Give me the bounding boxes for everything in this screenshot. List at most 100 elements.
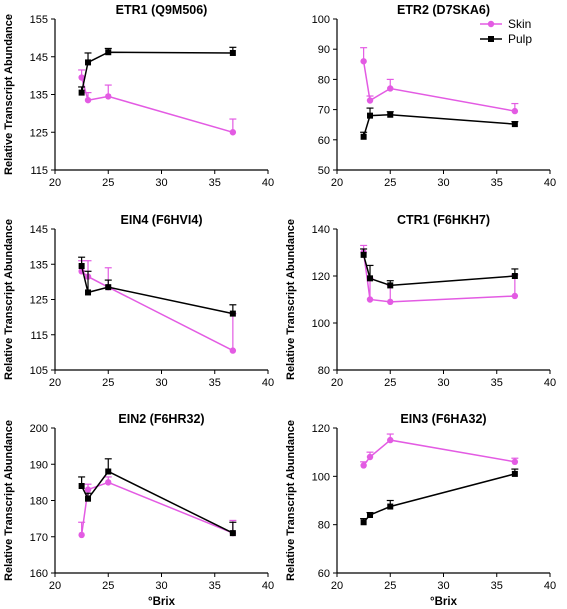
chart-panel: EIN4 (F6HVI4) Relative Transcript Abundan… [3, 213, 274, 389]
chart-title: EIN4 (F6HVI4) [121, 213, 203, 227]
y-axis-label: Relative Transcript Abundance [285, 420, 297, 581]
y-tick-label: 190 [30, 459, 48, 471]
data-point [360, 519, 367, 526]
x-tick-label: 35 [491, 177, 503, 189]
chart-panel: ETR2 (D7SKA6) 50 60 70 80 90 100 20 25 30 35 40 Skin… [312, 3, 556, 189]
y-axis-label: Relative Transcript Abundance [3, 219, 15, 380]
y-tick-label: 200 [30, 423, 48, 435]
y-tick-label: 145 [30, 224, 48, 236]
x-tick-label: 25 [102, 377, 114, 389]
chart-title: ETR1 (Q9M506) [116, 3, 208, 17]
data-point [78, 531, 85, 539]
data-point [105, 93, 112, 100]
data-point [85, 289, 92, 296]
x-tick-label: 25 [384, 177, 396, 189]
data-point [511, 107, 519, 115]
data-point [387, 282, 394, 289]
y-tick-label: 125 [30, 127, 48, 139]
data-point [360, 462, 367, 469]
data-point [78, 263, 85, 270]
series-line [80, 470, 234, 534]
series-pulp [78, 256, 237, 317]
chart-title: ETR2 (D7SKA6) [397, 3, 490, 17]
y-tick-label: 170 [30, 532, 48, 544]
y-tick-label: 100 [312, 471, 330, 483]
y-tick-label: 125 [30, 295, 48, 307]
x-tick-label: 20 [49, 177, 61, 189]
chart-panel: EIN3 (F6HA32) Relative Transcript Abundan… [285, 412, 556, 608]
x-tick-label: 30 [437, 580, 449, 592]
y-tick-label: 60 [318, 135, 330, 147]
y-tick-label: 60 [318, 568, 330, 580]
legend-label: Pulp [508, 32, 532, 46]
x-axis-label: °Brix [148, 596, 176, 608]
x-tick-label: 30 [437, 177, 449, 189]
x-tick-label: 40 [544, 580, 556, 592]
series-line [363, 473, 516, 523]
y-tick-label: 80 [318, 365, 330, 377]
y-tick-label: 140 [312, 224, 330, 236]
chart-panel: CTR1 (F6HKH7) Relative Transcript Abundan… [285, 213, 556, 389]
chart-title: CTR1 (F6HKH7) [397, 213, 490, 227]
y-tick-label: 145 [30, 52, 48, 64]
y-axis-label: Relative Transcript Abundance [3, 420, 15, 581]
data-point [511, 458, 519, 466]
y-tick-label: 120 [312, 271, 330, 283]
x-tick-label: 35 [209, 177, 221, 189]
data-point [84, 486, 92, 493]
y-tick-label: 160 [30, 568, 48, 580]
x-tick-label: 30 [155, 177, 167, 189]
series-skin [78, 69, 237, 136]
y-tick-label: 120 [312, 423, 330, 435]
series-line [80, 265, 234, 315]
data-point [387, 111, 394, 118]
series-line [363, 439, 516, 466]
series-pulp [78, 458, 237, 537]
data-point [85, 59, 92, 66]
x-tick-label: 35 [209, 580, 221, 592]
x-tick-label: 25 [102, 177, 114, 189]
x-tick-label: 20 [331, 177, 343, 189]
y-axis-label: Relative Transcript Abundance [285, 219, 297, 380]
y-tick-label: 70 [318, 105, 330, 117]
x-tick-label: 40 [262, 580, 274, 592]
legend-marker [487, 20, 495, 28]
y-tick-label: 80 [318, 74, 330, 86]
series-line [362, 61, 516, 112]
data-point [387, 436, 394, 444]
x-tick-label: 35 [209, 377, 221, 389]
data-point [511, 292, 519, 300]
y-tick-label: 155 [30, 14, 48, 26]
series-pulp [360, 468, 519, 526]
series-line [81, 270, 234, 352]
data-point [366, 296, 374, 303]
data-point [387, 85, 394, 92]
x-tick-label: 20 [331, 580, 343, 592]
x-tick-label: 20 [49, 377, 61, 389]
y-tick-label: 90 [318, 44, 330, 56]
data-point [511, 273, 518, 279]
y-tick-label: 115 [30, 165, 48, 177]
x-tick-label: 35 [491, 377, 503, 389]
x-tick-label: 20 [49, 580, 61, 592]
data-point [360, 251, 367, 258]
data-point [387, 503, 394, 510]
series-pulp [78, 46, 237, 96]
series-line [80, 481, 234, 536]
series-line [80, 77, 234, 134]
data-point [105, 468, 112, 475]
data-point [105, 49, 112, 56]
series-skin [78, 260, 237, 354]
data-point [78, 74, 85, 81]
data-point [367, 112, 374, 119]
series-line [80, 51, 233, 93]
chart-title: EIN2 (F6HR32) [118, 412, 204, 426]
data-point [360, 58, 367, 65]
y-tick-label: 135 [30, 90, 48, 102]
data-point [229, 49, 236, 56]
x-tick-label: 40 [262, 377, 274, 389]
data-point [366, 453, 374, 461]
y-tick-label: 50 [318, 165, 330, 177]
